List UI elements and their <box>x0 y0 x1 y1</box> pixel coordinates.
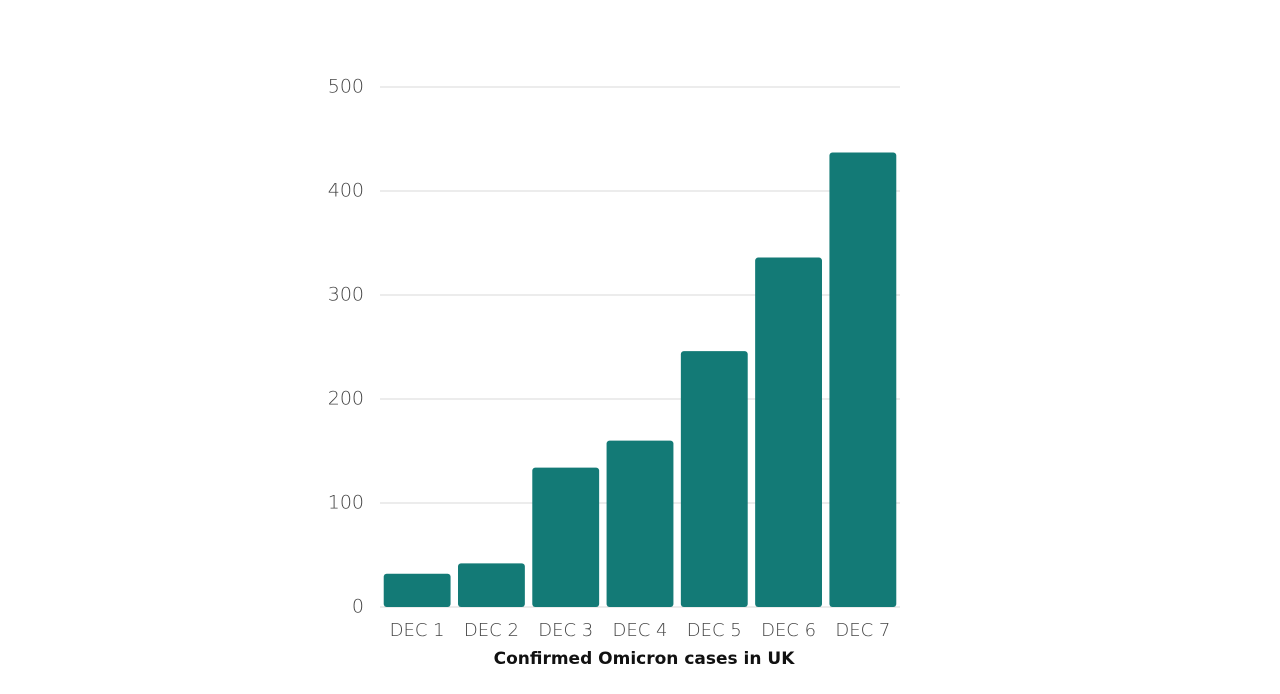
x-tick-label: DEC 2 <box>464 620 519 641</box>
x-tick-label: DEC 5 <box>687 620 742 641</box>
bar <box>829 152 897 607</box>
x-tick-label: DEC 6 <box>761 620 816 641</box>
y-tick-label: 200 <box>328 388 364 410</box>
y-tick-label: 500 <box>328 76 364 98</box>
x-tick-label: DEC 4 <box>613 620 668 641</box>
bar <box>458 563 525 607</box>
x-tick-label: DEC 1 <box>390 620 445 641</box>
y-tick-label: 400 <box>328 180 364 202</box>
y-tick-label: 100 <box>328 492 364 514</box>
bar <box>755 257 822 607</box>
x-tick-label: DEC 3 <box>538 620 593 641</box>
chart-title: Confirmed Omicron cases in UK <box>494 649 796 669</box>
bar <box>680 351 748 607</box>
y-tick-label: 0 <box>352 596 364 618</box>
y-tick-label: 300 <box>328 284 364 306</box>
bar <box>606 440 674 607</box>
x-tick-label: DEC 7 <box>835 620 890 641</box>
bar <box>383 573 451 607</box>
bar <box>532 467 600 607</box>
